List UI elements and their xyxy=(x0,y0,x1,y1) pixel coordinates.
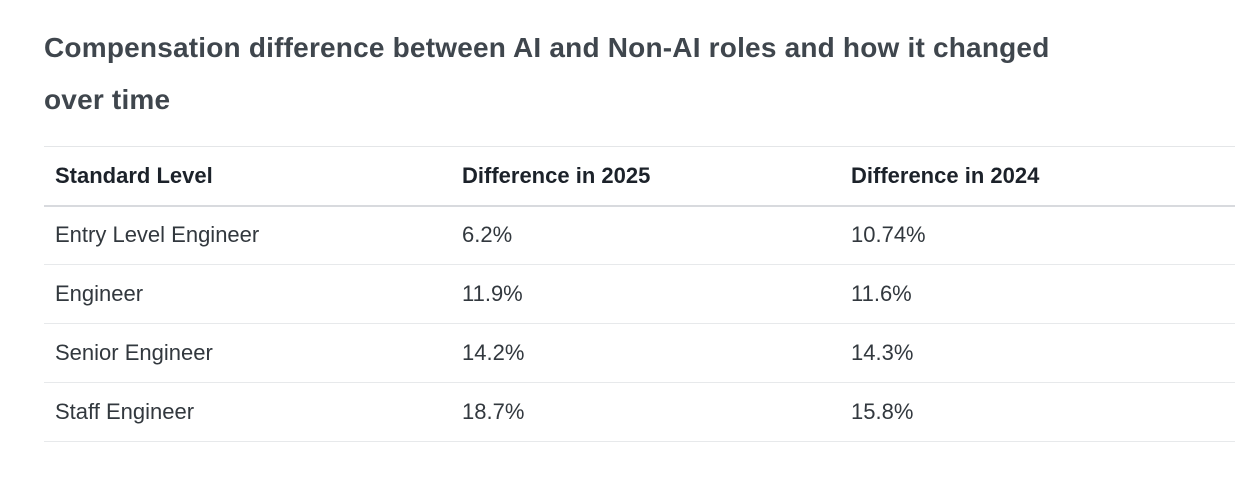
cell-level: Senior Engineer xyxy=(44,323,451,383)
cell-diff-2024: 15.8% xyxy=(840,382,1235,442)
table-header-row: Standard Level Difference in 2025 Differ… xyxy=(44,146,1235,207)
page-title-line-1: Compensation difference between AI and N… xyxy=(44,32,1050,63)
cell-diff-2024: 10.74% xyxy=(840,205,1235,265)
table-row: Staff Engineer 18.7% 15.8% xyxy=(44,382,1235,442)
cell-diff-2025: 14.2% xyxy=(451,323,840,383)
table-body: Entry Level Engineer 6.2% 10.74% Enginee… xyxy=(44,205,1235,442)
cell-level: Entry Level Engineer xyxy=(44,205,451,265)
column-header-difference-2024: Difference in 2024 xyxy=(840,146,1235,207)
cell-diff-2024: 14.3% xyxy=(840,323,1235,383)
page-title-line-2: over time xyxy=(44,84,171,115)
cell-level: Staff Engineer xyxy=(44,382,451,442)
cell-diff-2024: 11.6% xyxy=(840,264,1235,324)
cell-diff-2025: 11.9% xyxy=(451,264,840,324)
page-title: Compensation difference between AI and N… xyxy=(44,22,1204,126)
cell-diff-2025: 18.7% xyxy=(451,382,840,442)
content-area: Compensation difference between AI and N… xyxy=(44,22,1235,442)
compensation-table: Standard Level Difference in 2025 Differ… xyxy=(44,146,1235,442)
column-header-difference-2025: Difference in 2025 xyxy=(451,146,840,207)
cell-level: Engineer xyxy=(44,264,451,324)
cell-diff-2025: 6.2% xyxy=(451,205,840,265)
table-header: Standard Level Difference in 2025 Differ… xyxy=(44,146,1235,207)
table-row: Senior Engineer 14.2% 14.3% xyxy=(44,323,1235,383)
table-row: Entry Level Engineer 6.2% 10.74% xyxy=(44,205,1235,265)
column-header-standard-level: Standard Level xyxy=(44,146,451,207)
table-row: Engineer 11.9% 11.6% xyxy=(44,264,1235,324)
